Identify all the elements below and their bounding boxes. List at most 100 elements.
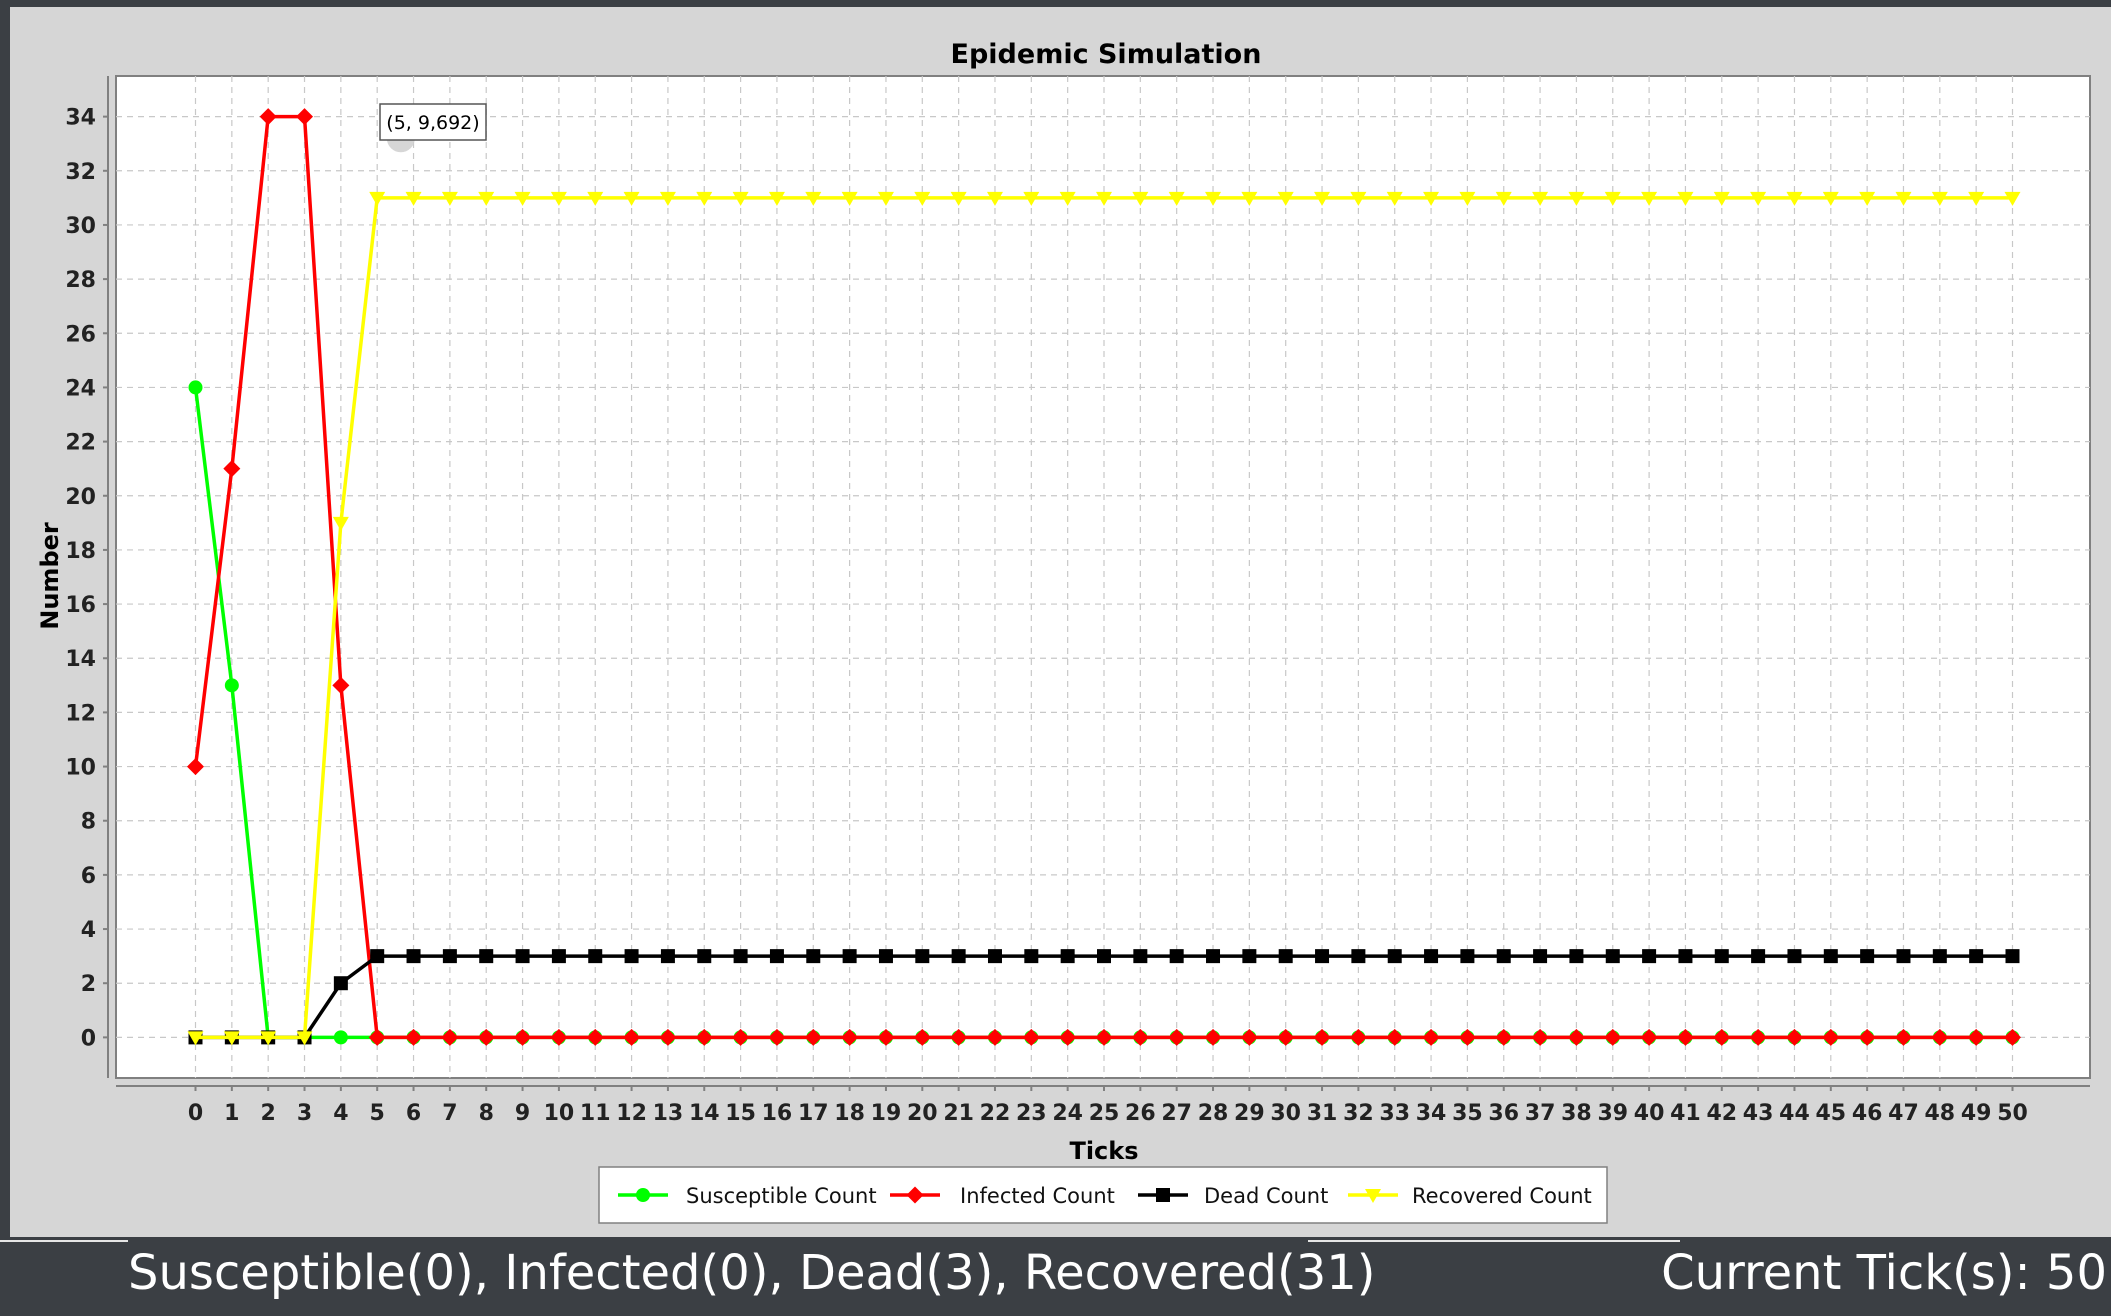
x-tick-label: 27 <box>1161 1101 1192 1126</box>
x-tick-label: 28 <box>1198 1101 1229 1126</box>
current-tick-text: Current Tick(s): 50 <box>1661 1245 2107 1301</box>
dead-count-point <box>370 949 385 964</box>
recovered-count-point <box>623 191 640 206</box>
x-tick-label: 24 <box>1052 1101 1083 1126</box>
x-tick-label: 18 <box>834 1101 865 1126</box>
x-tick-label: 34 <box>1416 1101 1447 1126</box>
x-tick-label: 20 <box>907 1101 938 1126</box>
x-tick-label: 45 <box>1815 1101 1846 1126</box>
infected-count-point <box>296 108 314 126</box>
dead-count-point <box>915 949 930 964</box>
status-separator <box>0 1240 128 1242</box>
infected-count-point <box>986 1028 1004 1046</box>
dead-count-point <box>1569 949 1584 964</box>
y-tick-label: 2 <box>81 972 96 997</box>
chart-panel: 0 2 4 6 8 10 12 14 16 18 20 22 24 26 28 30 32 34 0 1 2 3 4 5 6 7 8… <box>10 7 2111 1237</box>
recovered-count-point <box>1423 191 1440 206</box>
infected-count-point <box>477 1028 495 1046</box>
dead-count-point <box>1060 949 1075 964</box>
recovered-count-point <box>659 191 676 206</box>
dead-count-point <box>406 949 421 964</box>
infected-count-point <box>550 1028 568 1046</box>
infected-count-point <box>1822 1028 1840 1046</box>
x-tick-label: 41 <box>1670 1101 1701 1126</box>
infected-count-point <box>1931 1028 1949 1046</box>
dead-count-point <box>1169 949 1184 964</box>
x-tick-label: 25 <box>1089 1101 1120 1126</box>
recovered-count-point <box>1459 191 1476 206</box>
legend-item-infected-count: Infected Count <box>890 1184 1115 1208</box>
x-tick-label: 35 <box>1452 1101 1483 1126</box>
dead-count-point <box>842 949 857 964</box>
infected-count-point <box>695 1028 713 1046</box>
recovered-count-point <box>1350 191 1367 206</box>
legend-box <box>598 1166 1608 1224</box>
dead-count-point <box>1278 949 1293 964</box>
y-tick-label: 26 <box>65 322 96 347</box>
infected-count-point <box>1422 1028 1440 1046</box>
plot-area <box>115 75 2091 1079</box>
x-tick-label: 31 <box>1307 1101 1338 1126</box>
recovered-count-point <box>841 191 858 206</box>
infected-count-point <box>1531 1028 1549 1046</box>
infected-count-point <box>368 1028 386 1046</box>
x-tick-label: 30 <box>1270 1101 1301 1126</box>
y-axis-label: Number <box>36 522 64 630</box>
recovered-count-point <box>1386 191 1403 206</box>
recovered-count-point <box>1023 191 1040 206</box>
dead-count-point <box>1460 949 1475 964</box>
legend-label: Recovered Count <box>1412 1184 1592 1208</box>
legend-swatch-marker <box>906 1186 924 1204</box>
y-tick-label: 34 <box>65 106 96 131</box>
x-tick-label: 2 <box>261 1101 276 1126</box>
x-tick-label: 32 <box>1343 1101 1374 1126</box>
x-tick-label: 19 <box>871 1101 902 1126</box>
legend-item-recovered-count: Recovered Count <box>1348 1184 1592 1208</box>
x-tick-label: 47 <box>1888 1101 1919 1126</box>
y-tick-label: 6 <box>81 864 96 889</box>
legend-label: Infected Count <box>960 1184 1115 1208</box>
y-tick-label: 28 <box>65 268 96 293</box>
recovered-count-point <box>441 191 458 206</box>
dead-count-point <box>1206 949 1221 964</box>
recovered-count-point <box>1931 191 1948 206</box>
recovered-count-point <box>1859 191 1876 206</box>
x-axis-label: Ticks <box>1069 1137 1138 1165</box>
infected-count-point <box>514 1028 532 1046</box>
recovered-count-point <box>1822 191 1839 206</box>
recovered-count-point <box>877 191 894 206</box>
dead-count-point <box>1642 949 1657 964</box>
infected-count-point <box>1894 1028 1912 1046</box>
dead-count-point <box>878 949 893 964</box>
recovered-count-point <box>332 516 349 531</box>
x-tick-label: 22 <box>980 1101 1011 1126</box>
infected-count-series <box>187 108 2021 1046</box>
legend-swatch-marker <box>1365 1189 1381 1203</box>
infected-count-point <box>950 1028 968 1046</box>
dead-count-point <box>660 949 675 964</box>
x-tick-label: 7 <box>442 1101 457 1126</box>
dead-count-point <box>1605 949 1620 964</box>
recovered-count-point <box>1968 191 1985 206</box>
infected-count-point <box>187 758 204 776</box>
infected-count-point <box>659 1028 677 1046</box>
recovered-count-point <box>369 191 386 206</box>
dead-count-point <box>551 949 566 964</box>
tooltip-text: (5, 9,692) <box>386 112 479 134</box>
dead-count-point <box>333 976 348 991</box>
dead-count-point <box>1024 949 1039 964</box>
dead-count-point <box>1896 949 1911 964</box>
recovered-count-point <box>1786 191 1803 206</box>
y-tick-label: 22 <box>65 431 96 456</box>
recovered-count-series <box>187 191 2021 1046</box>
dead-count-point <box>1533 949 1548 964</box>
recovered-count-point <box>296 1031 313 1046</box>
x-tick-label: 33 <box>1379 1101 1410 1126</box>
infected-count-point <box>1676 1028 1694 1046</box>
x-tick-label: 39 <box>1597 1101 1628 1126</box>
x-tick-label: 12 <box>616 1101 647 1126</box>
x-tick-label: 46 <box>1852 1101 1883 1126</box>
x-tick-label: 42 <box>1706 1101 1737 1126</box>
x-tick-label: 38 <box>1561 1101 1592 1126</box>
